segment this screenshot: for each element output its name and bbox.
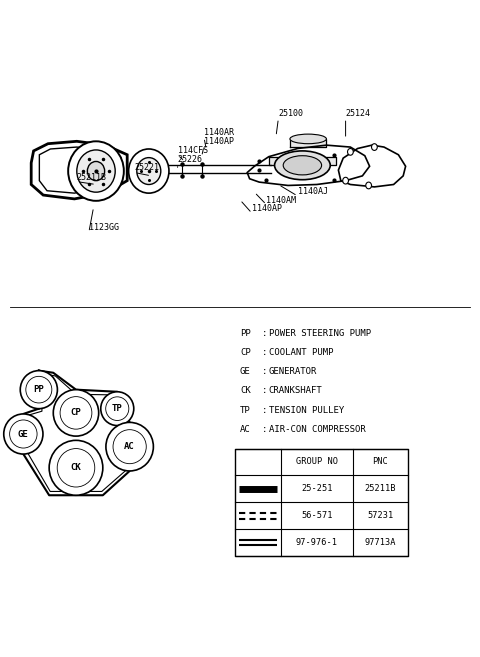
Text: GROUP NO: GROUP NO: [296, 457, 338, 466]
Ellipse shape: [348, 148, 353, 155]
Text: :: :: [262, 386, 267, 396]
Text: CK: CK: [71, 463, 81, 472]
Text: 97-976-1: 97-976-1: [296, 538, 338, 547]
Text: 1140AR: 1140AR: [204, 129, 234, 137]
Ellipse shape: [372, 144, 377, 150]
Text: TP: TP: [112, 404, 122, 413]
Text: GE: GE: [240, 367, 251, 376]
Text: CRANKSHAFT: CRANKSHAFT: [269, 386, 323, 396]
Ellipse shape: [60, 397, 92, 429]
Text: CP: CP: [71, 409, 81, 417]
Text: CP: CP: [240, 348, 251, 357]
Ellipse shape: [26, 376, 52, 403]
Ellipse shape: [68, 141, 124, 201]
Text: :: :: [262, 348, 267, 357]
Ellipse shape: [87, 162, 105, 181]
Text: 1123GG: 1123GG: [89, 223, 119, 233]
Text: 1140AJ: 1140AJ: [298, 187, 327, 196]
Text: AIR-CON COMPRESSOR: AIR-CON COMPRESSOR: [269, 425, 366, 434]
Ellipse shape: [4, 414, 43, 454]
Text: GENERATOR: GENERATOR: [269, 367, 317, 376]
Text: 97713A: 97713A: [365, 538, 396, 547]
Text: AC: AC: [240, 425, 251, 434]
Text: TENSION PULLEY: TENSION PULLEY: [269, 405, 344, 415]
Text: 1140AM: 1140AM: [266, 196, 297, 205]
Text: 25124: 25124: [346, 109, 371, 118]
Text: 25-251: 25-251: [301, 484, 333, 493]
Ellipse shape: [10, 420, 37, 448]
Text: :: :: [262, 405, 267, 415]
Text: 25100: 25100: [278, 109, 303, 118]
Ellipse shape: [366, 182, 372, 189]
Ellipse shape: [101, 392, 134, 426]
Ellipse shape: [49, 440, 103, 495]
Text: 1140AP: 1140AP: [252, 204, 282, 214]
Text: 25211B: 25211B: [365, 484, 396, 493]
Ellipse shape: [113, 430, 146, 464]
Polygon shape: [290, 139, 326, 147]
Text: PP: PP: [34, 385, 44, 394]
Ellipse shape: [283, 156, 322, 175]
Text: :: :: [262, 425, 267, 434]
Ellipse shape: [106, 422, 154, 471]
Text: :: :: [262, 328, 267, 338]
Ellipse shape: [106, 397, 129, 420]
Ellipse shape: [20, 371, 58, 409]
Text: :: :: [262, 367, 267, 376]
Text: 25226: 25226: [178, 155, 203, 164]
Text: GE: GE: [18, 430, 29, 438]
Text: CK: CK: [240, 386, 251, 396]
Text: 25221: 25221: [134, 164, 159, 173]
Ellipse shape: [290, 134, 326, 144]
Ellipse shape: [343, 177, 348, 184]
Text: 56-571: 56-571: [301, 511, 333, 520]
Bar: [235, 449, 408, 556]
Text: 25211B: 25211B: [77, 173, 107, 181]
Text: TP: TP: [240, 405, 251, 415]
Text: POWER STEERING PUMP: POWER STEERING PUMP: [269, 328, 371, 338]
Ellipse shape: [129, 149, 169, 193]
Text: 1140AP: 1140AP: [204, 137, 234, 146]
Ellipse shape: [53, 390, 99, 436]
Text: 57231: 57231: [367, 511, 394, 520]
Ellipse shape: [77, 150, 115, 193]
Ellipse shape: [137, 158, 161, 185]
Text: PNC: PNC: [372, 457, 388, 466]
Text: COOLANT PUMP: COOLANT PUMP: [269, 348, 333, 357]
Text: AC: AC: [124, 442, 135, 451]
Text: PP: PP: [240, 328, 251, 338]
Text: 114CFS: 114CFS: [178, 146, 207, 155]
Polygon shape: [269, 156, 336, 166]
Ellipse shape: [57, 449, 95, 487]
Ellipse shape: [275, 151, 330, 180]
